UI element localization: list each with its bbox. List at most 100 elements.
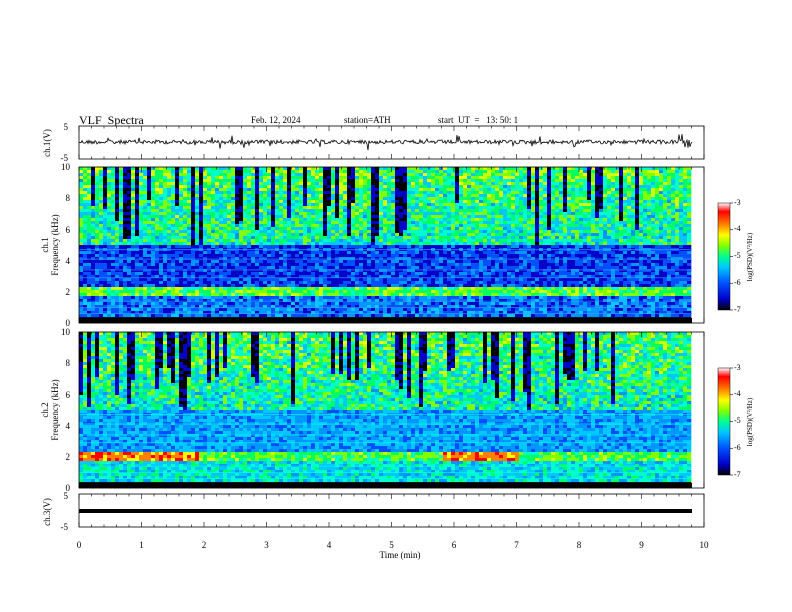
spectrogram-cell — [135, 209, 140, 213]
spectrogram-cell — [435, 233, 440, 237]
spectrogram-cell — [243, 185, 248, 189]
spectrogram-cell — [363, 200, 368, 204]
spectrogram-cell — [575, 173, 580, 177]
spectrogram-cell — [663, 167, 668, 171]
spectrogram-cell — [239, 245, 244, 249]
spectrogram-cell — [267, 203, 272, 207]
spectrogram-cell — [167, 236, 172, 240]
spectrogram-cell — [483, 233, 488, 237]
spectrogram-cell — [107, 230, 112, 234]
spectrogram-cell — [423, 170, 428, 174]
spectrogram-cell — [343, 227, 348, 231]
spectrogram-cell — [603, 197, 608, 201]
spectrogram-cell — [639, 167, 644, 171]
spectrogram-cell — [647, 179, 652, 183]
spectrogram-cell — [587, 245, 592, 249]
spectrogram-cell — [327, 254, 332, 258]
spectrogram-cell — [443, 176, 448, 180]
spectrogram-cell — [299, 251, 304, 255]
spectrogram-cell — [99, 194, 104, 198]
spectrogram-cell — [379, 173, 384, 177]
spectrogram-cell — [439, 185, 444, 189]
spectrogram-cell — [427, 191, 432, 195]
spectrogram-cell — [459, 173, 464, 177]
spectrogram-cell — [635, 218, 640, 222]
spectrogram-cell — [415, 239, 420, 243]
spectrogram-cell — [615, 176, 620, 180]
spectrogram-cell — [587, 176, 592, 180]
spectrogram-cell — [671, 167, 676, 171]
spectrogram-cell — [155, 209, 160, 213]
spectrogram-cell — [83, 194, 88, 198]
spectrogram-cell — [551, 254, 556, 258]
spectrogram-cell — [679, 221, 684, 225]
spectrogram-cell — [275, 185, 280, 189]
spectrogram-cell — [223, 188, 228, 192]
spectrogram-cell — [479, 209, 484, 213]
spectrogram-cell — [255, 182, 260, 186]
spectrogram-cell — [127, 230, 132, 234]
spectrogram-cell — [467, 194, 472, 198]
spectrogram-cell — [411, 227, 416, 231]
spectrogram-cell — [471, 194, 476, 198]
spectrogram-cell — [283, 212, 288, 216]
spectrogram-cell — [531, 233, 536, 237]
spectrogram-cell — [575, 209, 580, 213]
spectrogram-cell — [487, 221, 492, 225]
spectrogram-cell — [463, 251, 468, 255]
spectrogram-cell — [239, 188, 244, 192]
spectrogram-cell — [547, 194, 552, 198]
spectrogram-cell — [243, 176, 248, 180]
spectrogram-cell — [583, 191, 588, 195]
spectrogram-cell — [603, 251, 608, 255]
spectrogram-cell — [407, 239, 412, 243]
spectrogram-cell — [551, 188, 556, 192]
spectrogram-cell — [623, 197, 628, 201]
spectrogram-cell — [211, 260, 216, 264]
spectrogram-cell — [187, 170, 192, 174]
spectrogram-cell — [235, 251, 240, 255]
spectrogram-cell — [591, 179, 596, 183]
spectrogram-cell — [203, 176, 208, 180]
spectrogram-cell — [343, 191, 348, 195]
spectrogram-cell — [371, 203, 376, 207]
spectrogram-cell — [235, 227, 240, 231]
spectrogram-cell — [495, 233, 500, 237]
spectrogram-cell — [259, 188, 264, 192]
spectrogram-cell — [215, 224, 220, 228]
spectrogram-cell — [251, 251, 256, 255]
spectrogram-cell — [611, 242, 616, 246]
spectrogram-cell — [307, 170, 312, 174]
spectrogram-cell — [651, 194, 656, 198]
spectrogram-cell — [199, 203, 204, 207]
spectrogram-cell — [299, 209, 304, 213]
spectrogram-cell — [95, 179, 100, 183]
spectrogram-cell — [519, 167, 524, 171]
spectrogram-cell — [559, 251, 564, 255]
spectrogram-cell — [567, 254, 572, 258]
spectrogram-cell — [387, 212, 392, 216]
spectrogram-cell — [219, 212, 224, 216]
spectrogram-cell — [219, 236, 224, 240]
spectrogram-cell — [475, 173, 480, 177]
spectrogram-cell — [299, 206, 304, 210]
spectrogram-cell — [499, 230, 504, 234]
spectrogram-cell — [183, 254, 188, 258]
spectrogram-cell — [471, 212, 476, 216]
spectrogram-cell — [287, 194, 292, 198]
spectrogram-cell — [571, 200, 576, 204]
spectrogram-cell — [351, 182, 356, 186]
spectrogram-cell — [519, 173, 524, 177]
spectrogram-cell — [95, 251, 100, 255]
spectrogram-cell — [499, 194, 504, 198]
spectrogram-cell — [611, 188, 616, 192]
spectrogram-cell — [675, 224, 680, 228]
spectrogram-cell — [299, 221, 304, 225]
spectrogram-cell — [539, 179, 544, 183]
spectrogram-cell — [403, 203, 408, 207]
spectrogram-cell — [315, 233, 320, 237]
spectrogram-cell — [131, 242, 136, 246]
spectrogram-cell — [663, 239, 668, 243]
spectrogram-cell — [99, 191, 104, 195]
spectrogram-cell — [147, 194, 152, 198]
